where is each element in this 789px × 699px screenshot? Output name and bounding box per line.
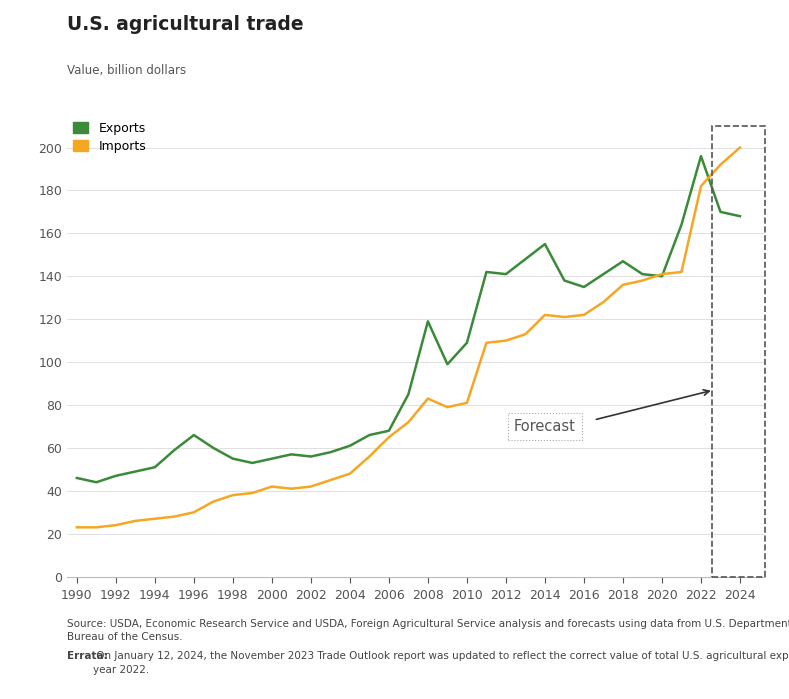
Text: On January 12, 2024, the November 2023 Trade Outlook report was updated to refle: On January 12, 2024, the November 2023 T… [93,651,789,675]
Text: Forecast: Forecast [514,419,576,434]
Bar [712,126,765,577]
Text: Errata:: Errata: [67,651,108,661]
Text: Source: USDA, Economic Research Service and USDA, Foreign Agricultural Service a: Source: USDA, Economic Research Service … [67,619,789,642]
Text: Value, billion dollars: Value, billion dollars [67,64,186,78]
Legend: Exports, Imports: Exports, Imports [73,122,146,152]
Text: U.S. agricultural trade: U.S. agricultural trade [67,15,304,34]
